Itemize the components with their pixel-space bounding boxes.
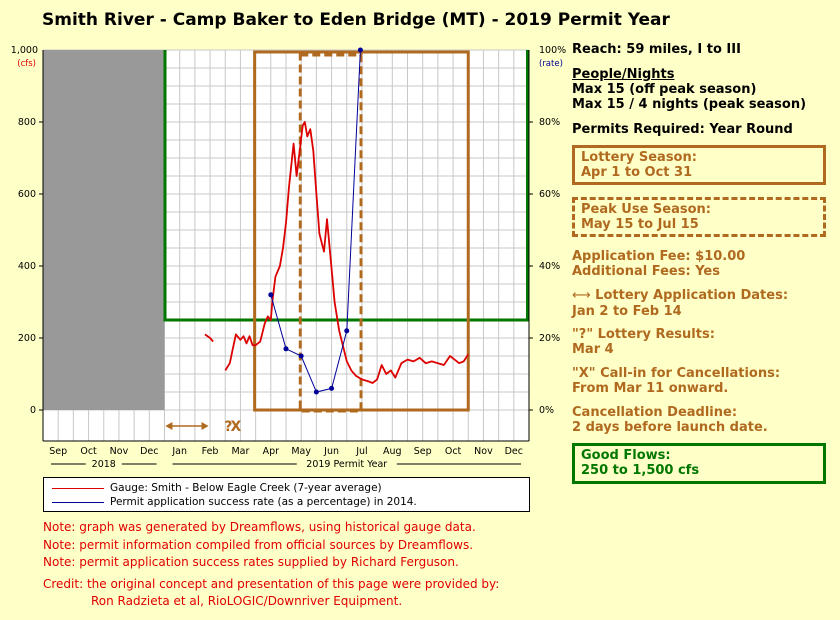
lottery-app-arrow-right [201, 422, 209, 430]
axes: 0 200 400 600 800 1,000 (cfs) 0% 20% 40% 60% 80% 100… [11, 45, 566, 442]
legend-gauge-label: Gauge: Smith - Below Eagle Creek (7-year… [110, 482, 382, 494]
left-tick-label: 600 [18, 189, 36, 200]
gauge-line-1 [224, 121, 470, 384]
month-label-oct: Oct [445, 446, 462, 457]
lottery-markers: ?X [165, 419, 241, 435]
left-axis-unit: (cfs) [17, 59, 36, 69]
success-point-0 [268, 292, 274, 298]
right-tick-label: 40% [539, 261, 560, 272]
success-point-5 [344, 328, 350, 334]
shaded-rect [43, 50, 165, 410]
cancel-title: Cancellation Deadline: [572, 405, 738, 420]
year-label-2018: 2018 [92, 459, 116, 470]
legend-success-swatch [52, 501, 104, 503]
month-label-sep: Sep [414, 446, 432, 457]
success-point-4 [329, 385, 335, 391]
peak-season-rect [298, 53, 363, 413]
right-axis-max: 100% [539, 45, 566, 56]
month-label-jan: Jan [171, 446, 187, 457]
left-tick-label: 400 [18, 261, 36, 272]
lottery-results-date: Mar 4 [572, 342, 614, 357]
legend-success-label: Permit application success rate (as a pe… [110, 496, 417, 508]
lottery-season-title: Lottery Season: [581, 150, 697, 165]
right-tick-label: 80% [539, 117, 560, 128]
reach-text: Reach: 59 miles, I to III [572, 42, 741, 57]
notes: Note: graph was generated by Dreamflows,… [43, 519, 543, 611]
lottery-season-box: Lottery Season: Apr 1 to Oct 31 [572, 145, 826, 185]
month-label-dec: Dec [505, 446, 523, 457]
legend: Gauge: Smith - Below Eagle Creek (7-year… [43, 477, 530, 512]
month-label-apr: Apr [263, 446, 280, 457]
cancel-detail: 2 days before launch date. [572, 420, 768, 435]
year-label-2019: 2019 Permit Year [306, 459, 387, 470]
month-label-mar: Mar [231, 446, 249, 457]
gauge-line-0 [204, 333, 214, 343]
legend-success: Permit application success rate (as a pe… [52, 495, 417, 509]
good-flows-info-box: Good Flows: 250 to 1,500 cfs [572, 443, 826, 484]
lottery-results-title: "?" Lottery Results: [572, 327, 715, 342]
permits-required: Permits Required: Year Round [572, 122, 793, 137]
month-label-nov: Nov [110, 446, 129, 457]
good-flows-range: 250 to 1,500 cfs [581, 463, 700, 478]
people-line-1: Max 15 (off peak season) [572, 82, 757, 97]
right-tick-label: 0% [539, 405, 554, 416]
good-flows-box [163, 50, 529, 322]
good-flows-title: Good Flows: [581, 448, 671, 463]
page-title: Smith River - Camp Baker to Eden Bridge … [42, 10, 670, 30]
lottery-app-title-text: Lottery Application Dates: [595, 288, 789, 303]
month-label-jul: Jul [355, 446, 367, 457]
left-axis-max: 1,000 [11, 45, 38, 56]
good-flows-outline [163, 50, 529, 322]
month-label-feb: Feb [202, 446, 219, 457]
credit-line-1: Credit: the original concept and present… [43, 576, 500, 591]
right-tick-label: 60% [539, 189, 560, 200]
success-point-3 [313, 389, 319, 395]
callin-marker: X [230, 419, 241, 435]
lottery-app-title: ⟷ Lottery Application Dates: [572, 288, 834, 303]
lottery-results-marker: ? [224, 419, 232, 435]
right-axis-unit: (rate) [539, 59, 563, 69]
x-axis-labels: Sep Oct Nov Dec Jan Feb Mar Apr May Jun Jul Aug Sep O… [49, 446, 523, 470]
note-3: Note: permit application success rates s… [43, 555, 459, 569]
month-label-oct: Oct [80, 446, 97, 457]
note-1: Note: graph was generated by Dreamflows,… [43, 520, 476, 534]
shaded-region [43, 50, 165, 410]
application-fee: Application Fee: $10.00 [572, 249, 746, 264]
peak-season-title: Peak Use Season: [581, 202, 711, 217]
left-tick-label: 0 [30, 405, 36, 416]
success-point-2 [298, 353, 304, 359]
month-label-sep: Sep [49, 446, 67, 457]
month-label-may: May [291, 446, 311, 457]
peak-season-box: Peak Use Season: May 15 to Jul 15 [572, 197, 826, 237]
lottery-season-dates: Apr 1 to Oct 31 [581, 165, 693, 180]
gauge-series [204, 121, 470, 384]
peak-season-dates: May 15 to Jul 15 [581, 217, 699, 232]
left-tick-label: 200 [18, 333, 36, 344]
right-tick-label: 20% [539, 333, 560, 344]
people-line-2: Max 15 / 4 nights (peak season) [572, 97, 807, 112]
callin-date: From Mar 11 onward. [572, 381, 729, 396]
legend-gauge: Gauge: Smith - Below Eagle Creek (7-year… [52, 481, 382, 495]
additional-fees: Additional Fees: Yes [572, 264, 720, 279]
month-label-aug: Aug [383, 446, 402, 457]
legend-gauge-swatch [52, 487, 104, 489]
lottery-app-dates: Jan 2 to Feb 14 [572, 304, 682, 319]
month-label-jun: Jun [323, 446, 339, 457]
success-point-6 [357, 47, 363, 53]
note-2: Note: permit information compiled from o… [43, 537, 474, 552]
double-arrow-icon: ⟷ [572, 288, 591, 303]
month-label-dec: Dec [140, 446, 158, 457]
month-label-nov: Nov [474, 446, 493, 457]
success-point-1 [283, 346, 289, 352]
success-series [268, 47, 363, 395]
callin-title: "X" Call-in for Cancellations: [572, 366, 781, 381]
people-title: People/Nights [572, 67, 675, 82]
credit-line-2: Ron Radzieta et al, RioLOGIC/Downriver E… [91, 594, 403, 608]
left-tick-label: 800 [18, 117, 36, 128]
lottery-app-arrow-left [165, 422, 173, 430]
